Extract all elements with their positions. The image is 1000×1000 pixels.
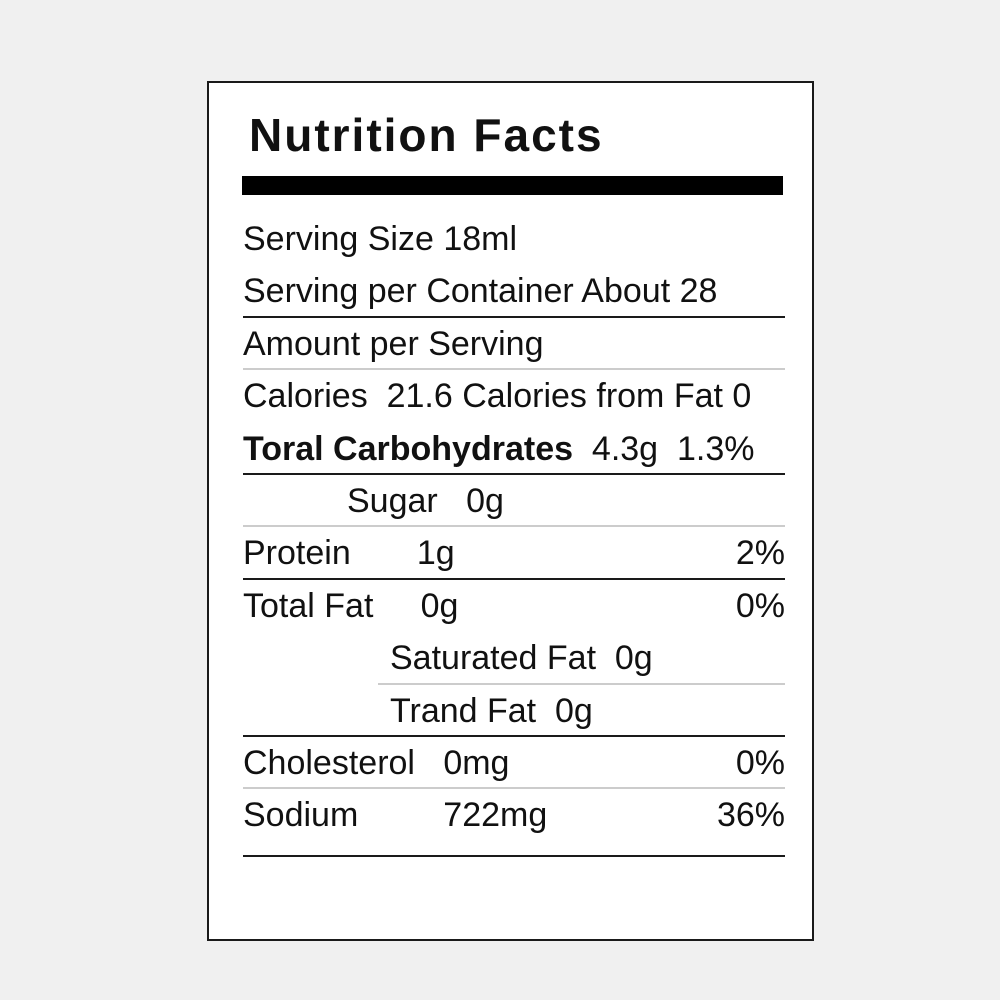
- nutrition-rows: Serving Size 18ml Serving per Container …: [209, 213, 812, 858]
- label-title: Nutrition Facts: [249, 109, 604, 161]
- cholesterol-daily-value: 0%: [735, 743, 785, 782]
- servings-per-container-text: Serving per Container About 28: [243, 272, 718, 311]
- amount-per-serving-text: Amount per Serving: [243, 324, 544, 363]
- total-carbohydrates-values: 4.3g 1.3%: [573, 429, 755, 468]
- sugar-text: Sugar 0g: [347, 481, 504, 520]
- total-fat-text: Total Fat 0g: [243, 586, 459, 625]
- protein-text: Protein 1g: [243, 534, 455, 573]
- row-sugar: Sugar 0g: [243, 475, 785, 528]
- row-total-carbohydrates: Toral Carbohydrates 4.3g 1.3%: [243, 423, 785, 475]
- trand-fat-text: Trand Fat 0g: [390, 691, 593, 730]
- row-saturated-fat: Saturated Fat 0g: [243, 632, 785, 685]
- title-separator-bar: [242, 176, 783, 195]
- row-servings-per-container: Serving per Container About 28: [243, 265, 785, 318]
- row-calories: Calories 21.6 Calories from Fat 0: [243, 370, 785, 422]
- total-carbohydrates-name: Toral Carbohydrates: [243, 429, 574, 468]
- total-fat-daily-value: 0%: [735, 586, 785, 625]
- row-amount-per-serving: Amount per Serving: [243, 318, 785, 371]
- row-serving-size: Serving Size 18ml: [243, 213, 785, 265]
- serving-size-text: Serving Size 18ml: [243, 220, 518, 258]
- nutrition-facts-label: Nutrition Facts Serving Size 18ml Servin…: [207, 81, 814, 941]
- row-sodium: Sodium 722mg 36%: [243, 789, 785, 858]
- row-trand-fat: Trand Fat 0g: [243, 685, 785, 737]
- sodium-text: Sodium 722mg: [243, 796, 548, 835]
- cholesterol-text: Cholesterol 0mg: [243, 743, 510, 782]
- total-carbohydrates-group: Toral Carbohydrates 4.3g 1.3%: [243, 423, 754, 473]
- saturated-fat-text: Saturated Fat 0g: [390, 639, 653, 678]
- sodium-daily-value: 36%: [716, 796, 785, 835]
- row-cholesterol: Cholesterol 0mg 0%: [243, 737, 785, 790]
- row-protein: Protein 1g 2%: [243, 527, 785, 580]
- calories-text: Calories 21.6 Calories from Fat 0: [243, 377, 752, 416]
- row-total-fat: Total Fat 0g 0%: [243, 580, 785, 632]
- saturated-fat-underline: [378, 682, 785, 685]
- protein-daily-value: 2%: [735, 534, 785, 573]
